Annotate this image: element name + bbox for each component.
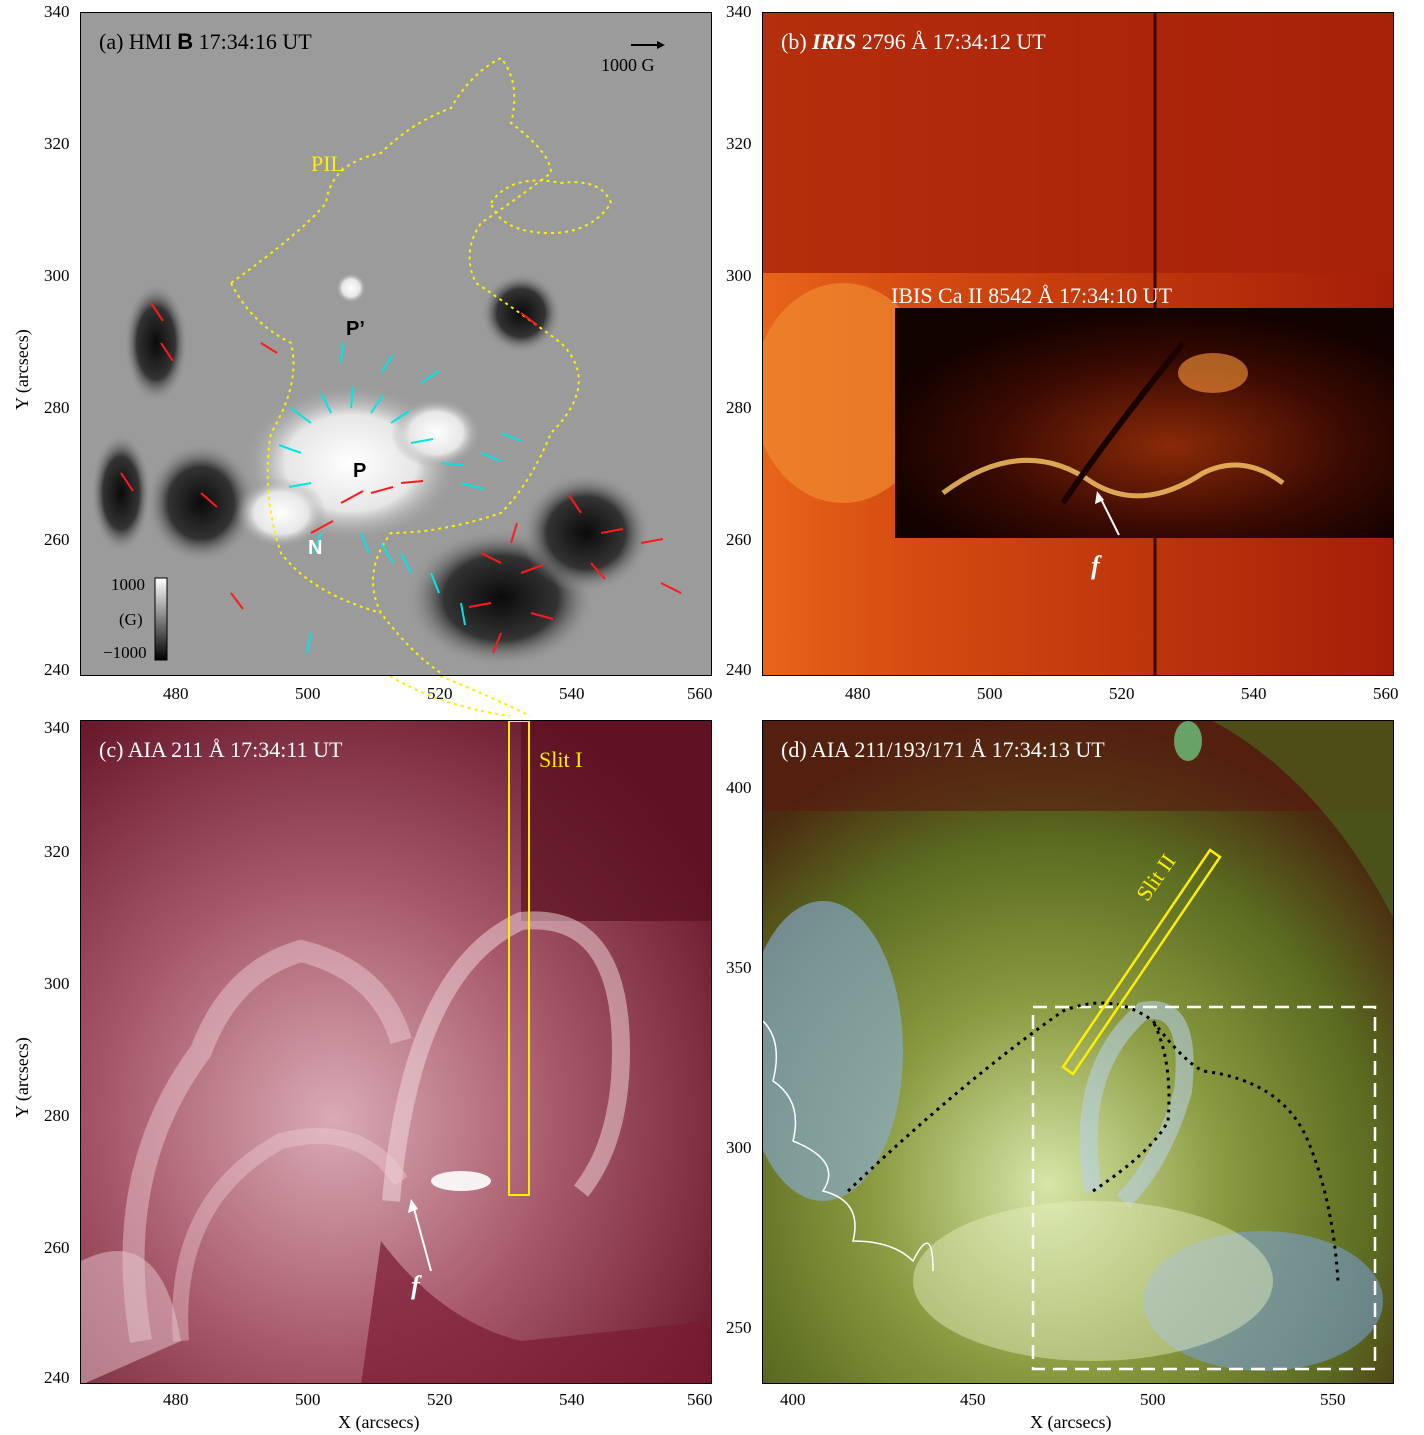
panel-c-y-label: Y (arcsecs) [12, 1037, 32, 1118]
iris-2796-image [763, 13, 1393, 675]
f-pointer-arrow-c [412, 1204, 432, 1272]
slit-i-label: Slit I [539, 747, 583, 772]
p-prime-label: P’ [346, 318, 365, 340]
panel-d-aia-composite: (d) AIA 211/193/171 Å 17:34:13 UT Slit I… [762, 720, 1394, 1384]
panel-a-title: (a) HMI B 17:34:16 UT [99, 29, 312, 54]
panel-c-aia-211: (c) AIA 211 Å 17:34:11 UT Slit I f [80, 720, 712, 1384]
p-label: P [353, 460, 367, 482]
loop-contour [846, 1001, 1340, 1282]
panel-c-title: (c) AIA 211 Å 17:34:11 UT [99, 737, 343, 762]
ibis-inset-title: IBIS Ca II 8542 Å 17:34:10 UT [891, 283, 1173, 308]
feature-f-label: f [1091, 551, 1100, 580]
colorbar [154, 577, 168, 661]
panel-d-x-label: X (arcsecs) [1030, 1412, 1112, 1432]
n-label: N [308, 537, 323, 559]
panel-a-y-label: Y (arcsecs) [12, 329, 32, 410]
white-contours [763, 1020, 934, 1272]
panel-d-title: (d) AIA 211/193/171 Å 17:34:13 UT [781, 737, 1105, 762]
f-pointer-arrow [1098, 494, 1120, 536]
panel-c-x-label: X (arcsecs) [338, 1412, 420, 1432]
ibis-inset [895, 308, 1393, 538]
slit-ii-box [1061, 848, 1222, 1076]
pil-contour [230, 56, 580, 674]
aia-composite-image [763, 721, 1393, 1383]
feature-f-label-c: f [411, 1271, 420, 1300]
panel-a-hmi-magnetogram: (a) HMI B 17:34:16 UT 1000 G PIL P’ P N … [80, 12, 712, 676]
colorbar-bottom-label: −1000 [103, 643, 147, 662]
colorbar-unit-label: (G) [119, 610, 143, 629]
arrow-scale-label: 1000 G [601, 55, 655, 75]
pil-to-slit-connector [389, 676, 531, 717]
slit-i-box [508, 721, 530, 1196]
colorbar-top-label: 1000 [111, 575, 145, 594]
aia-211-image [81, 721, 711, 1383]
hmi-magnetogram-image [81, 13, 711, 675]
pil-label: PIL [311, 151, 344, 176]
panel-b-iris-image: (b) IRIS 2796 Å 17:34:12 UT IBIS Ca II 8… [762, 12, 1394, 676]
panel-b-title: (b) IRIS 2796 Å 17:34:12 UT [781, 29, 1046, 54]
